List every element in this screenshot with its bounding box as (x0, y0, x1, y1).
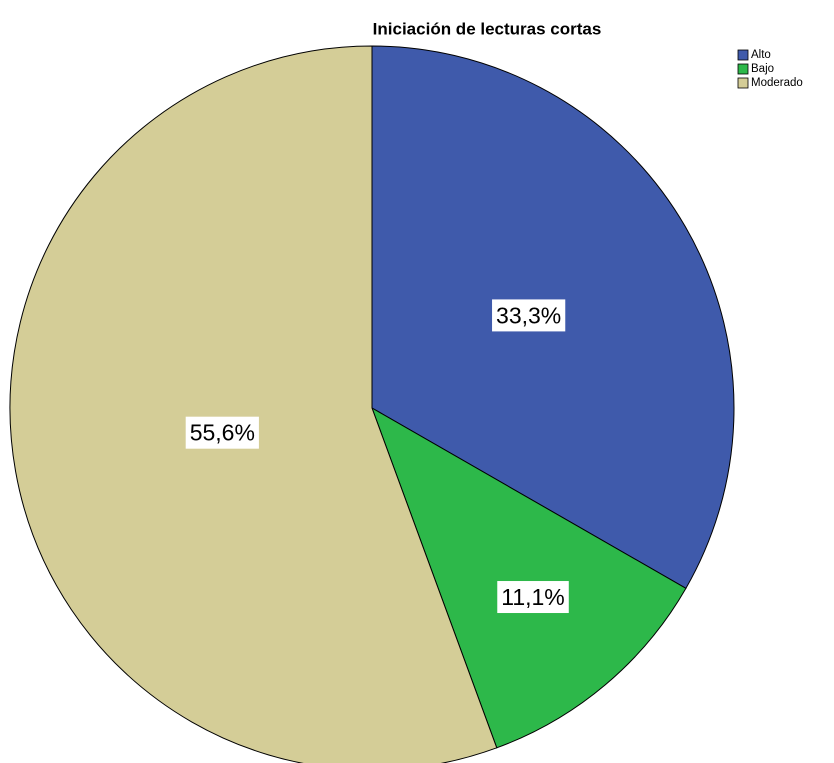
legend-swatch (737, 63, 749, 75)
legend-label: Bajo (751, 63, 774, 75)
value-label: 55,6% (190, 420, 255, 446)
legend-label: Alto (751, 49, 771, 61)
value-label: 33,3% (496, 302, 561, 328)
value-label: 11,1% (501, 584, 565, 610)
legend-swatch (737, 49, 749, 61)
value-label-bg (492, 299, 566, 332)
legend-swatch (737, 77, 749, 89)
pie-slice (371, 406, 687, 749)
chart-title: Iniciación de lecturas cortas (373, 19, 602, 38)
legend-label: Moderado (751, 77, 803, 89)
pie-slice (9, 45, 498, 763)
value-label-bg (185, 416, 259, 449)
value-label-bg (497, 581, 569, 614)
